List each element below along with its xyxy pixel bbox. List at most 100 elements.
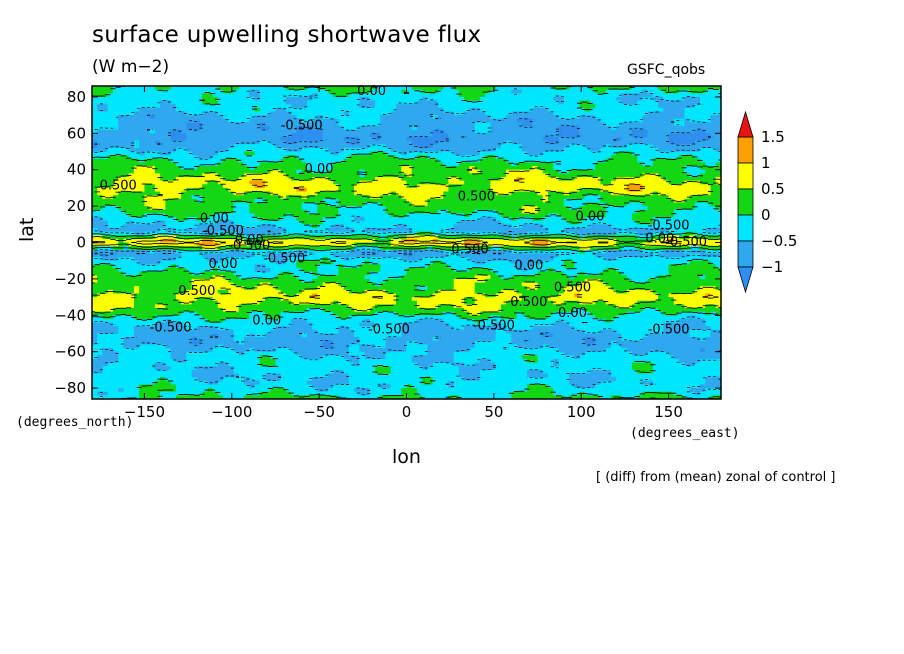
- field-cell: [306, 238, 313, 244]
- field-cell: [317, 337, 324, 342]
- field-cell: [238, 380, 245, 386]
- field-cell: [249, 366, 256, 371]
- field-cell: [123, 235, 130, 240]
- field-cell: [359, 151, 366, 156]
- field-cell: [385, 147, 392, 153]
- field-cell: [102, 213, 109, 218]
- field-cell: [238, 96, 245, 102]
- field-cell: [249, 355, 256, 360]
- field-cell: [327, 395, 334, 399]
- field-cell: [259, 315, 266, 320]
- field-cell: [369, 304, 376, 309]
- field-cell: [165, 253, 172, 258]
- field-cell: [97, 93, 104, 98]
- field-cell: [149, 89, 156, 94]
- field-cell: [254, 224, 261, 229]
- field-cell: [128, 227, 135, 233]
- field-cell: [338, 340, 345, 346]
- field-cell: [348, 377, 355, 382]
- field-cell: [191, 278, 198, 284]
- field-cell: [270, 355, 277, 360]
- field-cell: [375, 129, 381, 134]
- field-cell: [97, 253, 104, 258]
- field-cell: [233, 391, 240, 396]
- field-cell: [160, 315, 166, 320]
- field-cell: [354, 344, 360, 349]
- field-cell: [149, 300, 156, 305]
- field-cell: [254, 217, 261, 222]
- field-cell: [359, 362, 366, 367]
- field-cell: [118, 158, 125, 164]
- field-cell: [165, 260, 172, 265]
- field-cell: [92, 227, 98, 233]
- field-cell: [97, 195, 104, 200]
- field-cell: [259, 257, 266, 262]
- field-cell: [196, 96, 203, 102]
- field-cell: [317, 253, 324, 258]
- field-cell: [92, 187, 98, 193]
- field-cell: [296, 122, 303, 127]
- field-cell: [165, 89, 172, 94]
- field-cell: [123, 264, 130, 269]
- field-cell: [275, 308, 282, 313]
- field-cell: [291, 278, 298, 284]
- field-cell: [333, 391, 339, 396]
- field-cell: [338, 206, 345, 211]
- field-cell: [112, 271, 119, 276]
- field-cell: [212, 166, 219, 171]
- field-cell: [181, 271, 187, 276]
- field-cell: [186, 129, 193, 134]
- field-cell: [343, 180, 350, 185]
- field-cell: [139, 300, 146, 305]
- field-cell: [338, 86, 345, 91]
- field-cell: [102, 191, 109, 196]
- field-cell: [154, 369, 161, 375]
- field-cell: [333, 308, 339, 313]
- field-cell: [233, 329, 240, 335]
- field-cell: [112, 133, 119, 138]
- field-cell: [270, 235, 277, 240]
- field-cell: [233, 180, 240, 185]
- field-cell: [359, 231, 366, 236]
- field-cell: [118, 369, 125, 375]
- field-cell: [160, 86, 166, 91]
- field-cell: [128, 107, 135, 113]
- field-cell: [270, 264, 277, 269]
- field-cell: [112, 217, 119, 222]
- field-cell: [118, 311, 125, 316]
- field-cell: [390, 126, 397, 131]
- field-cell: [343, 191, 350, 196]
- field-cell: [123, 86, 130, 91]
- field-cell: [238, 253, 245, 258]
- field-cell: [312, 388, 318, 393]
- field-cell: [144, 304, 151, 309]
- field-cell: [112, 176, 119, 182]
- field-cell: [165, 366, 172, 371]
- field-cell: [322, 227, 329, 233]
- field-cell: [296, 158, 303, 164]
- field-cell: [92, 180, 98, 185]
- field-cell: [160, 220, 166, 225]
- field-cell: [338, 96, 345, 102]
- field-cell: [291, 104, 298, 109]
- field-cell: [306, 358, 313, 364]
- field-cell: [123, 333, 130, 338]
- field-cell: [223, 308, 229, 313]
- field-cell: [102, 220, 109, 225]
- field-cell: [149, 151, 156, 156]
- field-cell: [196, 380, 203, 386]
- field-cell: [380, 242, 387, 247]
- field-cell: [118, 267, 125, 273]
- field-cell: [306, 191, 313, 196]
- field-cell: [317, 351, 324, 356]
- field-cell: [149, 395, 156, 399]
- field-cell: [312, 373, 318, 378]
- field-cell: [202, 227, 208, 233]
- field-cell: [112, 282, 119, 287]
- field-cell: [160, 217, 166, 222]
- field-cell: [280, 202, 287, 207]
- field-cell: [165, 187, 172, 193]
- field-cell: [175, 220, 182, 225]
- field-cell: [333, 373, 339, 378]
- field-cell: [317, 235, 324, 240]
